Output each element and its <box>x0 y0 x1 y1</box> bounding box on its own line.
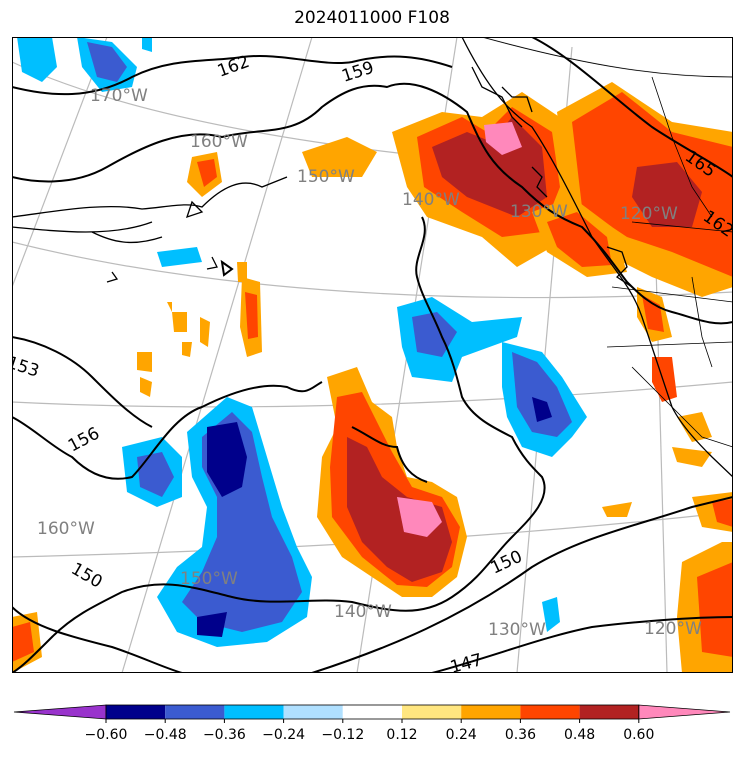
contour-label: 147 <box>448 650 485 673</box>
map-frame <box>12 37 733 673</box>
colorbar-tick-label: 0.24 <box>446 727 477 743</box>
lon-label: 120°W <box>620 204 678 224</box>
colorbar-segment <box>402 705 462 719</box>
coastlines <box>12 37 733 478</box>
colorbar-tick-label: −0.36 <box>203 727 246 743</box>
colorbar: −0.60 −0.48 −0.36 −0.24 −0.12 0.12 0.24 0.36 0.4… <box>13 704 731 743</box>
colorbar-extend-high <box>638 704 731 720</box>
colorbar-tick-label: 0.36 <box>505 727 536 743</box>
colorbar-tick-label: −0.60 <box>85 727 128 743</box>
lon-label: 170°W <box>90 86 148 106</box>
lon-label: 140°W <box>402 190 460 210</box>
lon-label: 160°W <box>190 132 248 152</box>
map-panel: 170°W 160°W 150°W 140°W 130°W 120°W 160°… <box>12 37 733 673</box>
colorbar-tick-label: −0.12 <box>321 727 364 743</box>
lon-label: 140°W <box>334 602 392 622</box>
colorbar-blocks <box>13 704 731 720</box>
colorbar-tick-label: 0.48 <box>564 727 595 743</box>
lon-label: 130°W <box>510 202 568 222</box>
lon-label: 160°W <box>37 519 95 539</box>
colorbar-segment <box>520 705 580 719</box>
colorbar-segment <box>106 705 166 719</box>
colorbar-extend-low <box>13 704 107 720</box>
boundaries <box>481 37 733 448</box>
lon-label: 120°W <box>644 619 702 639</box>
lon-label: 150°W <box>297 167 355 187</box>
colorbar-segment <box>579 705 639 719</box>
colorbar-ticks: −0.60 −0.48 −0.36 −0.24 −0.12 0.12 0.24 0.36 0.4… <box>85 719 654 743</box>
colorbar-frame <box>105 704 640 720</box>
colorbar-segment <box>165 705 225 719</box>
colorbar-tick-label: 0.12 <box>386 727 417 743</box>
colorbar-tick-label: −0.48 <box>144 727 187 743</box>
longitude-labels: 170°W 160°W 150°W 140°W 130°W 120°W 160°… <box>37 86 702 640</box>
colorbar-tick-label: 0.60 <box>623 727 654 743</box>
colorbar-segment <box>224 705 284 719</box>
lon-label: 130°W <box>488 620 546 640</box>
anomaly-shading <box>12 37 733 673</box>
colorbar-segment <box>342 705 402 719</box>
height-contours <box>12 37 733 673</box>
colorbar-segment <box>461 705 521 719</box>
lon-label: 150°W <box>180 569 238 589</box>
colorbar-segment <box>283 705 343 719</box>
colorbar-tick-label: −0.24 <box>262 727 305 743</box>
map-title: 2024011000 F108 <box>294 8 450 28</box>
